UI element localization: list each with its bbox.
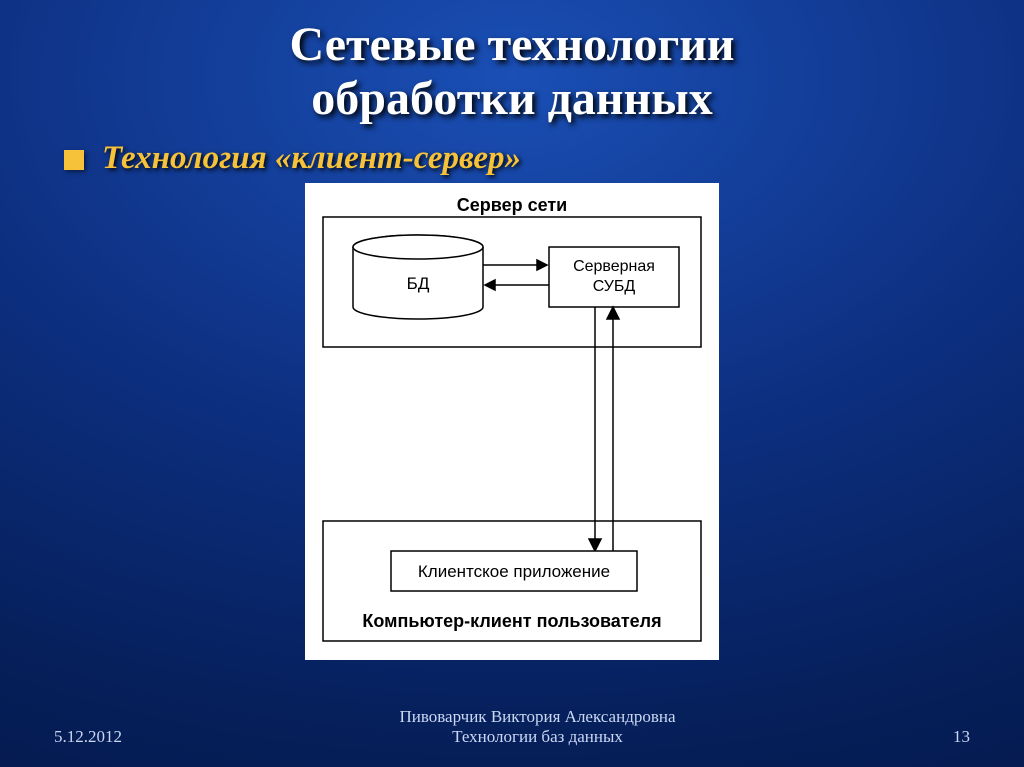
client-app-label: Клиентское приложение xyxy=(418,562,610,581)
footer-author-line2: Технологии баз данных xyxy=(452,727,623,746)
diagram-svg: Сервер сети БД Серверная СУБД xyxy=(313,189,711,651)
subtitle-text: Технология «клиент-сервер» xyxy=(102,140,521,177)
slide-footer: 5.12.2012 Пивоварчик Виктория Александро… xyxy=(0,707,1024,747)
slide: Сетевые технологии обработки данных Техн… xyxy=(0,0,1024,767)
edge-db-dbms xyxy=(483,260,549,290)
footer-author: Пивоварчик Виктория Александровна Технол… xyxy=(122,707,953,747)
client-app-node: Клиентское приложение xyxy=(391,551,637,591)
footer-date: 5.12.2012 xyxy=(54,727,122,747)
footer-author-line1: Пивоварчик Виктория Александровна xyxy=(399,707,675,726)
server-panel-title: Сервер сети xyxy=(457,195,568,215)
subtitle-row: Технология «клиент-сервер» xyxy=(0,132,1024,177)
client-panel-title: Компьютер-клиент пользователя xyxy=(362,611,661,631)
footer-page: 13 xyxy=(953,727,970,747)
bullet-icon xyxy=(64,150,84,170)
title-line-1: Сетевые технологии xyxy=(289,18,734,71)
client-server-diagram: Сервер сети БД Серверная СУБД xyxy=(305,183,719,660)
dbms-label-2: СУБД xyxy=(593,278,636,295)
edge-dbms-client xyxy=(589,307,619,551)
slide-title: Сетевые технологии обработки данных xyxy=(0,0,1024,132)
dbms-label-1: Серверная xyxy=(573,258,655,275)
dbms-node: Серверная СУБД xyxy=(549,247,679,307)
db-label: БД xyxy=(407,274,430,293)
title-line-2: обработки данных xyxy=(311,72,712,125)
diagram-container: Сервер сети БД Серверная СУБД xyxy=(0,183,1024,660)
db-node: БД xyxy=(353,235,483,319)
